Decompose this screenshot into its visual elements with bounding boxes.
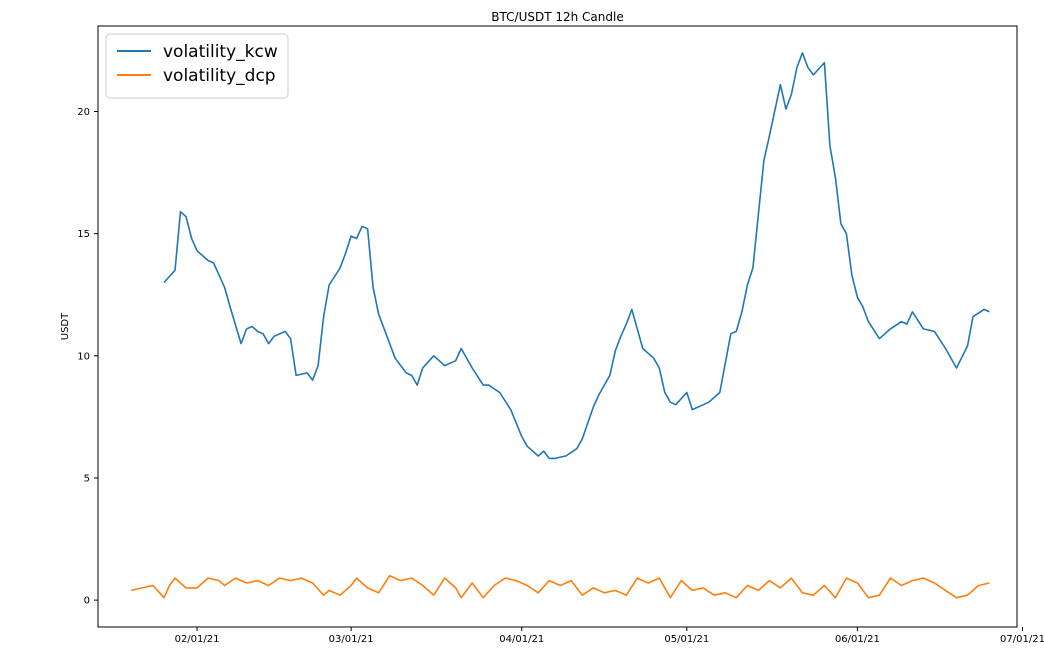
x-tick-label: 03/01/21 bbox=[329, 634, 374, 645]
legend-label: volatility_kcw bbox=[163, 42, 278, 62]
y-tick-label: 0 bbox=[84, 596, 90, 607]
legend-label: volatility_dcp bbox=[163, 66, 276, 86]
y-tick-label: 20 bbox=[77, 107, 90, 118]
chart-title: BTC/USDT 12h Candle bbox=[491, 10, 623, 24]
x-axis: 02/01/21 03/01/21 04/01/21 05/01/21 06/01/21… bbox=[175, 627, 1044, 645]
plot-frame bbox=[97, 25, 1018, 628]
legend-box bbox=[105, 33, 289, 99]
legend: volatility_kcw volatility_dcp bbox=[105, 33, 289, 99]
y-tick-label: 5 bbox=[84, 473, 90, 484]
y-axis-label: USDT bbox=[60, 312, 71, 340]
x-tick-label: 02/01/21 bbox=[175, 634, 220, 645]
series-line-volatility-kcw bbox=[163, 52, 990, 460]
x-tick-label: 06/01/21 bbox=[835, 634, 880, 645]
x-tick-label: 04/01/21 bbox=[499, 634, 544, 645]
series-line-volatility-dcp bbox=[130, 574, 990, 599]
y-tick-label: 10 bbox=[77, 351, 90, 362]
x-tick-label: 07/01/21 bbox=[1000, 634, 1044, 645]
y-tick-label: 15 bbox=[77, 229, 90, 240]
x-tick-label: 05/01/21 bbox=[664, 634, 709, 645]
y-axis: 0 5 10 15 20 bbox=[77, 107, 98, 607]
plot-area bbox=[130, 52, 990, 599]
